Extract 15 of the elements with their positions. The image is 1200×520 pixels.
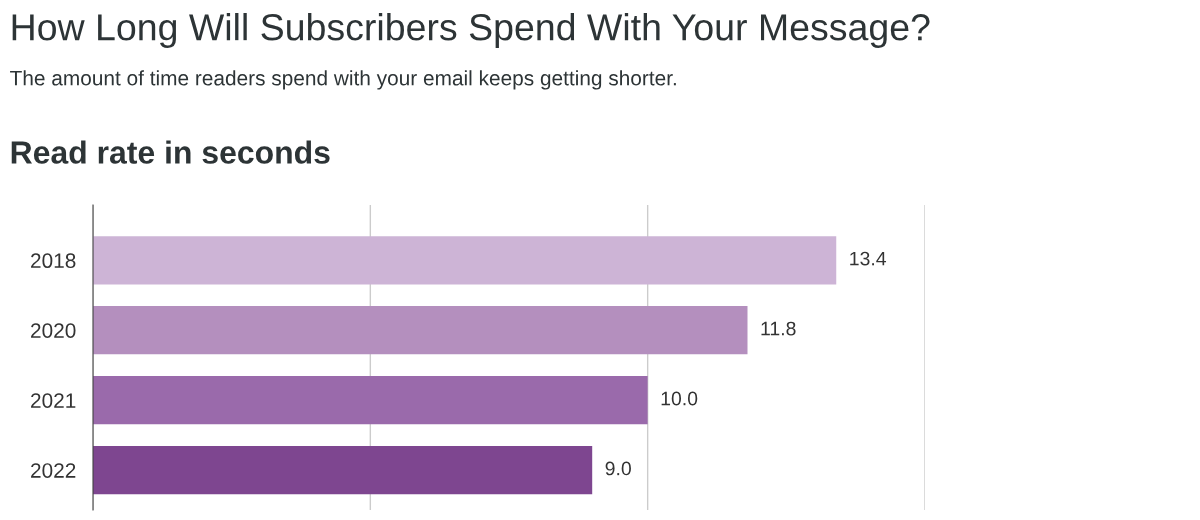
bar [93,376,648,425]
bar [93,306,748,355]
chart-subtitle: The amount of time readers spend with your email keeps getting shorter. [10,70,676,90]
data-label: 9.0 [605,461,631,476]
x-axis-title: Read rate in seconds [11,140,330,164]
data-label: 13.4 [850,251,887,266]
data-label: 10.0 [661,391,698,406]
bar [93,236,837,285]
y-tick-label: 2022 [31,463,76,478]
y-tick-label: 2018 [31,253,76,269]
y-tick-label: 2020 [31,323,76,338]
chart-title: How Long Will Subscribers Spend With Your Message? [12,13,930,48]
bar [93,445,593,495]
y-tick-label: 2021 [31,393,76,408]
data-label: 11.8 [761,321,796,336]
